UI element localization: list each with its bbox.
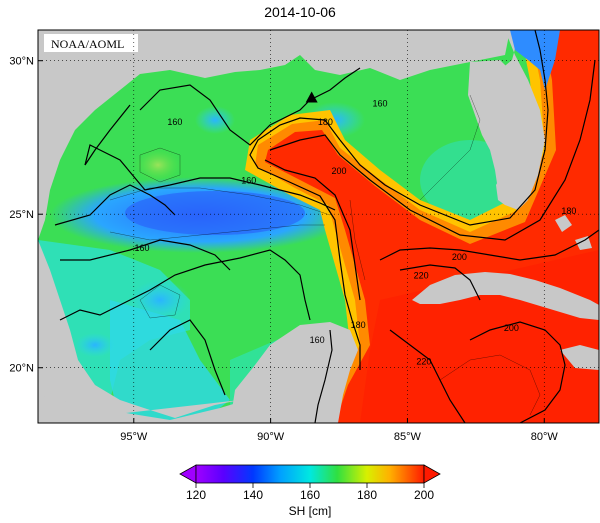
colorbar-label: SH [cm] bbox=[289, 504, 332, 518]
contour-160-northwest bbox=[84, 104, 131, 166]
station-marker-layer bbox=[305, 91, 318, 103]
contour-label: 220 bbox=[414, 271, 429, 281]
contour-220-caribbean bbox=[399, 264, 481, 301]
contour-label: 160 bbox=[134, 243, 149, 253]
mexico-southern-land bbox=[38, 390, 270, 423]
colorbar-tick-label: 140 bbox=[243, 488, 263, 502]
contour-160-west bbox=[84, 144, 336, 211]
y-tick-label: 20°N bbox=[9, 363, 34, 375]
cold-eddy-sw bbox=[75, 333, 115, 357]
y-tick-label: 25°N bbox=[9, 209, 34, 221]
contour-label: 160 bbox=[241, 175, 256, 185]
contour-200-caribbean bbox=[469, 321, 566, 423]
contour-220-southeast bbox=[389, 329, 466, 423]
cold-eddy-core bbox=[125, 191, 305, 235]
station-marker-triangle bbox=[305, 91, 318, 103]
contour-220-east bbox=[379, 229, 599, 261]
x-tick-label: 80°W bbox=[531, 431, 559, 443]
x-tick-label: 90°W bbox=[257, 431, 285, 443]
y-tick-label: 30°N bbox=[9, 56, 34, 68]
colorbar-tick-label: 200 bbox=[414, 488, 434, 502]
x-tick-label: 85°W bbox=[394, 431, 422, 443]
contour-label: 160 bbox=[167, 117, 182, 127]
contour-label: 160 bbox=[310, 335, 325, 345]
atlantic-water-ne bbox=[510, 30, 560, 90]
contour-lines bbox=[54, 30, 599, 423]
contour-160-eddy-ring bbox=[54, 184, 176, 226]
contour-label: 220 bbox=[416, 357, 431, 367]
colorbar-tick-label: 160 bbox=[300, 488, 320, 502]
contour-label: 180 bbox=[318, 117, 333, 127]
credit-box: NOAA/AOML bbox=[44, 34, 138, 52]
credit-label: NOAA/AOML bbox=[51, 37, 124, 51]
florida-peninsula bbox=[468, 60, 535, 210]
contour-label: 200 bbox=[332, 166, 347, 176]
colorbar-high-extension bbox=[423, 464, 441, 484]
contour-160-south bbox=[59, 249, 311, 321]
cuba-island bbox=[412, 272, 599, 320]
contour-label: 180 bbox=[561, 206, 576, 216]
map-frame bbox=[37, 29, 600, 424]
contour-160-sw bbox=[149, 319, 226, 396]
contour-labels: 160 180 160 200 160 160 160 180 180 200 220 200 220 bbox=[134, 99, 576, 367]
contour-label: 200 bbox=[452, 252, 467, 262]
contour-160-north bbox=[139, 67, 361, 146]
graticule bbox=[38, 30, 599, 423]
cold-eddy-north bbox=[195, 106, 235, 134]
credit-background bbox=[44, 34, 138, 52]
southern-shelf-water bbox=[110, 300, 230, 423]
colorbar-tick-label: 180 bbox=[357, 488, 377, 502]
contour-160-west-lower bbox=[60, 239, 231, 271]
caribbean-islands bbox=[560, 345, 599, 370]
contour-180-loop bbox=[249, 117, 361, 370]
yucatan-peninsula bbox=[230, 322, 358, 423]
warm-spot-west bbox=[133, 147, 183, 183]
colorbar-gradient bbox=[195, 464, 425, 484]
x-tick-label: 95°W bbox=[120, 431, 148, 443]
latitude-axis: 20°N 25°N 30°N bbox=[9, 56, 43, 375]
contour-label: 180 bbox=[351, 320, 366, 330]
colorbar-low-extension bbox=[179, 464, 197, 484]
contour-200-inner bbox=[264, 159, 361, 301]
colorbar: 120 140 160 180 200 SH [cm] bbox=[179, 464, 441, 518]
contour-label: 200 bbox=[504, 323, 519, 333]
colorbar-tick-label: 120 bbox=[186, 488, 206, 502]
map-title: 2014-10-06 bbox=[264, 4, 336, 20]
contour-label: 160 bbox=[373, 99, 388, 109]
cold-eddy-south bbox=[130, 280, 190, 320]
map-area bbox=[38, 30, 599, 423]
mexico-gulf-coast bbox=[38, 240, 240, 423]
thin-contours bbox=[109, 94, 541, 416]
contour-200-loop bbox=[269, 59, 596, 241]
colorbar-ticks: 120 140 160 180 200 bbox=[186, 483, 434, 502]
contour-180-south bbox=[314, 329, 333, 423]
longitude-axis: 95°W 90°W 85°W 80°W bbox=[120, 418, 558, 443]
